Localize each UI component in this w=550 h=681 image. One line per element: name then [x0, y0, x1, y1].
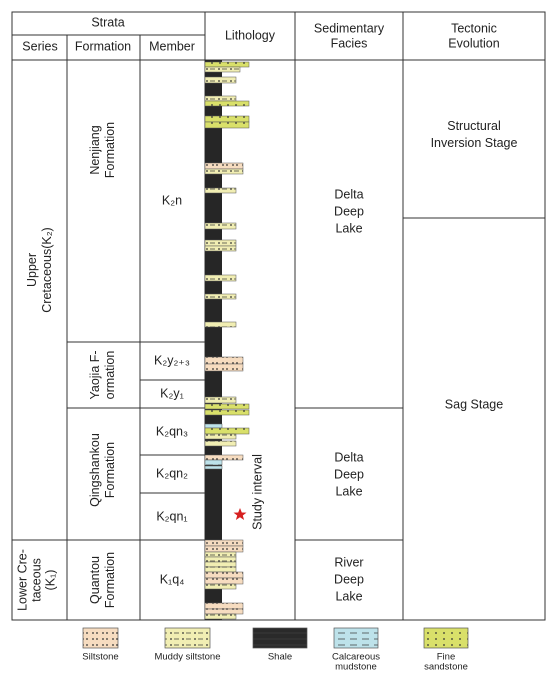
- facies-label: Deep: [334, 204, 364, 218]
- lithology-bed: [204, 61, 250, 68]
- lithology-bed: [204, 571, 244, 579]
- legend-label: Shale: [268, 652, 292, 663]
- lithology-bed: [204, 602, 244, 610]
- member-label: K₂y₁: [160, 386, 184, 400]
- tectonic-label: Sag Stage: [445, 397, 503, 411]
- lithology-bed: [204, 115, 250, 123]
- lithology-bed: [204, 121, 250, 129]
- lithology-bed: [204, 409, 250, 416]
- facies-label: Deep: [334, 572, 364, 586]
- header-facies: Sedimentary: [314, 21, 385, 35]
- legend-label: Calcareous: [332, 652, 380, 663]
- formation-label: Nenjiang: [88, 125, 102, 174]
- lithology-bed: [204, 396, 237, 404]
- lithology-bed: [204, 433, 237, 440]
- header-strata: Strata: [91, 15, 124, 29]
- lithology-bed: [204, 245, 237, 252]
- tectonic-label: Inversion Stage: [431, 136, 518, 150]
- lithology-bed: [204, 454, 244, 461]
- formation-label: ormation: [103, 351, 117, 400]
- lithology-bed: [204, 168, 244, 175]
- tectonic-label: Structural: [447, 119, 501, 133]
- facies-label: Deep: [334, 467, 364, 481]
- lithology-bed: [204, 561, 237, 568]
- member-label: K₂qn₂: [156, 466, 188, 480]
- lithology-bed: [204, 403, 250, 410]
- lithology-bed: [204, 321, 237, 328]
- header-facies: Facies: [331, 36, 368, 50]
- series-label: (K₁): [43, 570, 57, 591]
- formation-label: Formation: [103, 442, 117, 498]
- lithology-bed: [204, 556, 237, 563]
- lithology-bed: [204, 465, 223, 470]
- lithology-bed: [204, 239, 237, 247]
- facies-label: Lake: [335, 589, 362, 603]
- lithology-bed: [204, 356, 244, 365]
- legend-swatch: [82, 627, 119, 649]
- lithology-bed: [204, 583, 237, 590]
- lithology-bed: [204, 551, 237, 558]
- lithology-bed: [204, 274, 237, 282]
- legend-swatch: [252, 627, 308, 649]
- lithology-bed: [204, 363, 244, 372]
- legend-label: Muddy siltstone: [154, 652, 220, 663]
- facies-label: River: [334, 555, 363, 569]
- lithology-bed: [204, 76, 237, 84]
- legend-label: Siltstone: [82, 652, 118, 663]
- legend-label: Fine: [437, 652, 455, 663]
- legend-label: mudstone: [335, 662, 377, 673]
- member-label: K₁q₄: [160, 572, 185, 586]
- formation-label: Formation: [103, 552, 117, 608]
- legend-swatch: [333, 627, 379, 649]
- header-lithology: Lithology: [225, 28, 276, 42]
- member-label: K₂n: [162, 193, 182, 207]
- table-frame: [11, 11, 546, 621]
- lithology-beds: [204, 61, 250, 620]
- lithology-bed: [204, 608, 244, 615]
- lithology-bed: [204, 427, 250, 435]
- lithology-bed: [204, 293, 237, 300]
- lithology-bed: [204, 95, 237, 102]
- formation-label: Quantou: [88, 556, 102, 604]
- lithology-bed: [204, 222, 237, 230]
- legend-swatch: [423, 627, 469, 649]
- member-label: K₂qn₁: [156, 509, 187, 523]
- series-label: taceous: [29, 558, 43, 602]
- lithology-bed: [204, 577, 244, 585]
- lithology-bed: [204, 423, 223, 429]
- study-interval-label: Study interval: [250, 454, 264, 530]
- legend-label: sandstone: [424, 662, 468, 673]
- lithology-bed: [204, 100, 250, 107]
- lithology-bed: [204, 162, 244, 170]
- facies-label: Delta: [334, 187, 363, 201]
- study-star: [233, 508, 247, 520]
- facies-label: Lake: [335, 221, 362, 235]
- lithology-bed: [204, 539, 244, 547]
- formation-label: Yaojia F-: [88, 350, 102, 399]
- lithology-bed: [204, 440, 237, 447]
- header-tectonic: Evolution: [448, 36, 499, 50]
- series-label: Upper: [25, 253, 39, 287]
- legend-swatch: [164, 627, 211, 649]
- lithology-bed: [204, 187, 237, 194]
- series-label: Cretaceous(K₂): [40, 227, 54, 312]
- lithology-bed: [204, 566, 237, 573]
- header-tectonic: Tectonic: [451, 21, 497, 35]
- header-formation: Formation: [75, 39, 131, 53]
- facies-label: Lake: [335, 484, 362, 498]
- member-label: K₂qn₃: [156, 424, 188, 438]
- facies-label: Delta: [334, 450, 363, 464]
- shale-column: [205, 60, 222, 620]
- lithology-bed: [204, 459, 223, 466]
- member-label: K₂y₂₊₃: [154, 353, 190, 367]
- header-member: Member: [149, 39, 195, 53]
- lithology-bed: [204, 545, 244, 553]
- lithology-bed: [204, 613, 237, 620]
- formation-label: Qingshankou: [88, 433, 102, 507]
- formation-label: Formation: [103, 122, 117, 178]
- lithology-bed: [204, 66, 241, 73]
- series-label: Lower Cre-: [15, 549, 29, 611]
- header-series: Series: [22, 39, 57, 53]
